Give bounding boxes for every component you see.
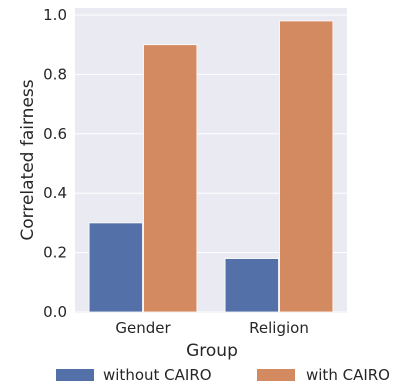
y-tick-label: 0.0 — [43, 303, 67, 321]
bar-religion-without-cairo — [224, 258, 279, 313]
y-axis-title: Correlated fairness — [18, 79, 38, 240]
x-tick-label: Religion — [249, 319, 309, 337]
y-tick-label: 0.4 — [43, 184, 67, 202]
bar-religion-with-cairo — [279, 20, 334, 313]
y-tick-label: 0.2 — [43, 244, 67, 262]
legend: without CAIRO with CAIRO — [56, 366, 390, 384]
y-tick-labels: 0.0 0.2 0.4 0.6 0.8 1.0 — [43, 6, 67, 321]
legend-swatch-with-cairo — [257, 369, 295, 381]
legend-label-with-cairo: with CAIRO — [306, 366, 390, 384]
bar-gender-without-cairo — [88, 222, 143, 313]
legend-swatch-without-cairo — [56, 369, 94, 381]
legend-label-without-cairo: without CAIRO — [103, 366, 212, 384]
bars — [88, 20, 334, 313]
y-tick-label: 0.6 — [43, 125, 67, 143]
x-tick-label: Gender — [115, 319, 171, 337]
x-tick-labels: Gender Religion — [115, 319, 308, 337]
bar-gender-with-cairo — [143, 44, 198, 313]
y-tick-label: 0.8 — [43, 65, 67, 83]
y-tick-label: 1.0 — [43, 6, 67, 24]
x-axis-title: Group — [186, 341, 238, 361]
